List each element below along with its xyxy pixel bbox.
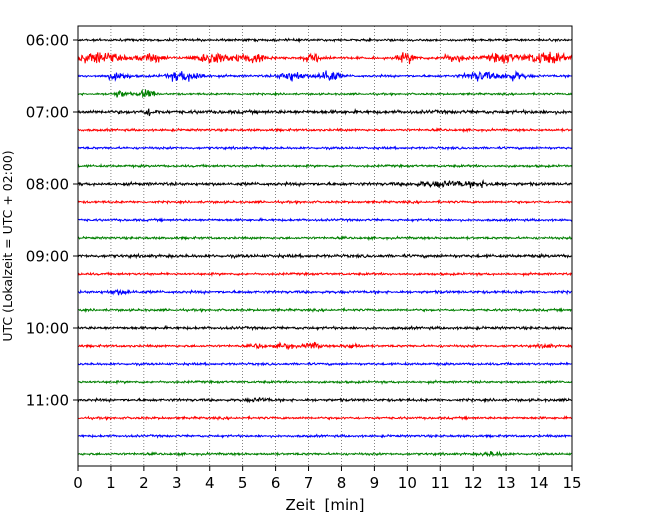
trace-0645 [77, 88, 573, 99]
trace-0615 [77, 51, 573, 65]
x-axis-label: Zeit [min] [285, 496, 364, 514]
x-tick-label: 9 [370, 474, 380, 492]
trace-0730 [77, 145, 573, 151]
trace-0815 [77, 198, 573, 205]
y-tick-label: 07:00 [26, 104, 69, 122]
x-tick-label: 13 [497, 474, 516, 492]
trace-1100 [77, 396, 573, 404]
y-axis-label: UTC (Lokalzeit = UTC + 02:00) [0, 150, 15, 341]
trace-1045 [77, 379, 573, 386]
x-tick-label: 14 [530, 474, 549, 492]
trace-1030 [77, 360, 573, 367]
trace-0900 [77, 252, 573, 260]
y-tick-label: 10:00 [26, 320, 69, 338]
trace-layer [77, 37, 573, 458]
trace-0600 [77, 37, 573, 44]
x-tick-label: 15 [562, 474, 581, 492]
y-tick-label: 09:00 [26, 248, 69, 266]
trace-0800 [77, 179, 573, 189]
x-tick-label: 5 [238, 474, 248, 492]
x-axis: 0 1 2 3 4 5 6 7 8 9 10 11 12 13 14 15 [73, 466, 582, 492]
trace-0630 [77, 69, 573, 82]
x-tick-label: 7 [304, 474, 314, 492]
trace-1145 [77, 450, 573, 458]
x-tick-label: 12 [464, 474, 483, 492]
trace-0930 [77, 288, 573, 296]
y-tick-label: 06:00 [26, 32, 69, 50]
y-tick-label: 08:00 [26, 176, 69, 194]
y-tick-label: 11:00 [26, 392, 69, 410]
trace-0845 [77, 235, 573, 242]
trace-0745 [77, 162, 573, 170]
trace-0945 [77, 306, 573, 313]
trace-0915 [77, 271, 573, 278]
x-tick-label: 8 [337, 474, 347, 492]
trace-1015 [77, 341, 573, 350]
x-tick-label: 11 [431, 474, 450, 492]
trace-1130 [77, 433, 573, 439]
x-tick-label: 3 [172, 474, 182, 492]
x-tick-label: 2 [139, 474, 149, 492]
trace-0830 [77, 217, 573, 223]
trace-1115 [77, 414, 573, 421]
x-tick-label: 1 [106, 474, 116, 492]
y-axis: 06:00 07:00 08:00 09:00 10:00 11:00 [26, 32, 78, 410]
trace-0700 [77, 107, 573, 117]
trace-0715 [77, 127, 573, 134]
x-tick-label: 4 [205, 474, 215, 492]
x-tick-label: 0 [73, 474, 83, 492]
x-tick-label: 6 [271, 474, 281, 492]
trace-1000 [77, 324, 573, 332]
plot-frame [77, 25, 573, 467]
x-tick-label: 10 [398, 474, 417, 492]
minute-grid [110, 26, 540, 466]
